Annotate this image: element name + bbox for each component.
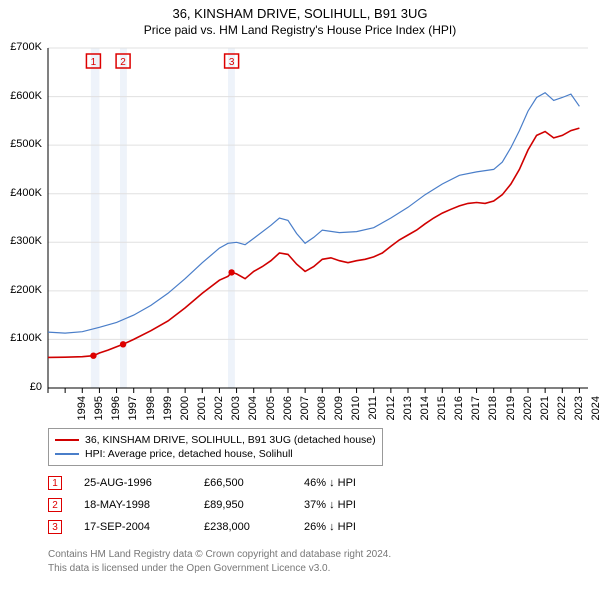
transaction-delta: 26% ↓ HPI [304,521,356,533]
y-tick-label: £400K [0,187,42,199]
x-tick-label: 2017 [470,396,482,426]
x-tick-label: 1997 [127,396,139,426]
x-tick-label: 2005 [265,396,277,426]
x-tick-label: 1996 [110,396,122,426]
y-tick-label: £0 [0,381,42,393]
chart-svg: 1 2 3 [48,48,588,388]
y-tick-label: £700K [0,41,42,53]
x-tick-label: 2013 [402,396,414,426]
y-tick-label: £200K [0,284,42,296]
transaction-row: 3 17-SEP-2004£238,00026% ↓ HPI [48,516,356,538]
x-tick-label: 1998 [145,396,157,426]
transaction-delta: 46% ↓ HPI [304,477,356,489]
x-tick-label: 2022 [556,396,568,426]
transaction-date: 18-MAY-1998 [84,499,204,511]
x-tick-label: 2011 [367,396,379,426]
x-tick-label: 2003 [230,396,242,426]
sale-marker-dot [228,269,234,275]
page-title: 36, KINSHAM DRIVE, SOLIHULL, B91 3UG [0,0,600,21]
transaction-delta: 37% ↓ HPI [304,499,356,511]
sale-marker-dot [90,353,96,359]
x-tick-label: 2018 [487,396,499,426]
transaction-row: 2 18-MAY-1998£89,95037% ↓ HPI [48,494,356,516]
x-tick-label: 1995 [93,396,105,426]
x-tick-label: 1999 [162,396,174,426]
x-tick-label: 2006 [282,396,294,426]
x-tick-label: 2009 [333,396,345,426]
transaction-date: 17-SEP-2004 [84,521,204,533]
x-tick-label: 2008 [316,396,328,426]
x-tick-label: 2019 [505,396,517,426]
transaction-price: £89,950 [204,499,304,511]
transactions-table: 1 25-AUG-1996£66,50046% ↓ HPI 2 18-MAY-1998… [48,472,356,538]
x-tick-label: 2000 [179,396,191,426]
x-tick-label: 2014 [419,396,431,426]
legend-label: 36, KINSHAM DRIVE, SOLIHULL, B91 3UG (de… [85,434,376,446]
x-tick-label: 2007 [299,396,311,426]
shaded-band [120,48,127,388]
transaction-marker-box: 2 [48,498,62,512]
x-tick-label: 2002 [213,396,225,426]
legend-swatch [55,453,79,455]
y-tick-label: £600K [0,90,42,102]
price-chart: 1 2 3 [48,48,588,388]
x-tick-label: 2004 [247,396,259,426]
attribution-text: Contains HM Land Registry data © Crown c… [48,548,391,575]
transaction-price: £66,500 [204,477,304,489]
x-tick-label: 2012 [385,396,397,426]
x-tick-label: 2016 [453,396,465,426]
x-tick-label: 2020 [522,396,534,426]
x-tick-label: 2015 [436,396,448,426]
sale-marker-number: 2 [120,57,126,68]
sale-marker-dot [120,341,126,347]
x-tick-label: 2010 [350,396,362,426]
y-tick-label: £100K [0,332,42,344]
y-tick-label: £500K [0,138,42,150]
transaction-marker-box: 1 [48,476,62,490]
transaction-price: £238,000 [204,521,304,533]
chart-legend: 36, KINSHAM DRIVE, SOLIHULL, B91 3UG (de… [48,428,383,466]
transaction-date: 25-AUG-1996 [84,477,204,489]
sale-marker-number: 1 [91,57,97,68]
page-subtitle: Price paid vs. HM Land Registry's House … [0,21,600,37]
series-hpi [48,93,579,333]
sale-marker-number: 3 [229,57,235,68]
transaction-row: 1 25-AUG-1996£66,50046% ↓ HPI [48,472,356,494]
legend-item: 36, KINSHAM DRIVE, SOLIHULL, B91 3UG (de… [55,433,376,447]
attribution-line: Contains HM Land Registry data © Crown c… [48,548,391,562]
x-tick-label: 1994 [76,396,88,426]
x-tick-label: 2001 [196,396,208,426]
x-tick-label: 2023 [573,396,585,426]
legend-label: HPI: Average price, detached house, Soli… [85,448,293,460]
x-tick-label: 2024 [590,396,600,426]
legend-swatch [55,439,79,441]
shaded-band [228,48,235,388]
legend-item: HPI: Average price, detached house, Soli… [55,447,376,461]
transaction-marker-box: 3 [48,520,62,534]
shaded-band [91,48,100,388]
attribution-line: This data is licensed under the Open Gov… [48,562,391,576]
y-tick-label: £300K [0,235,42,247]
x-tick-label: 2021 [539,396,551,426]
